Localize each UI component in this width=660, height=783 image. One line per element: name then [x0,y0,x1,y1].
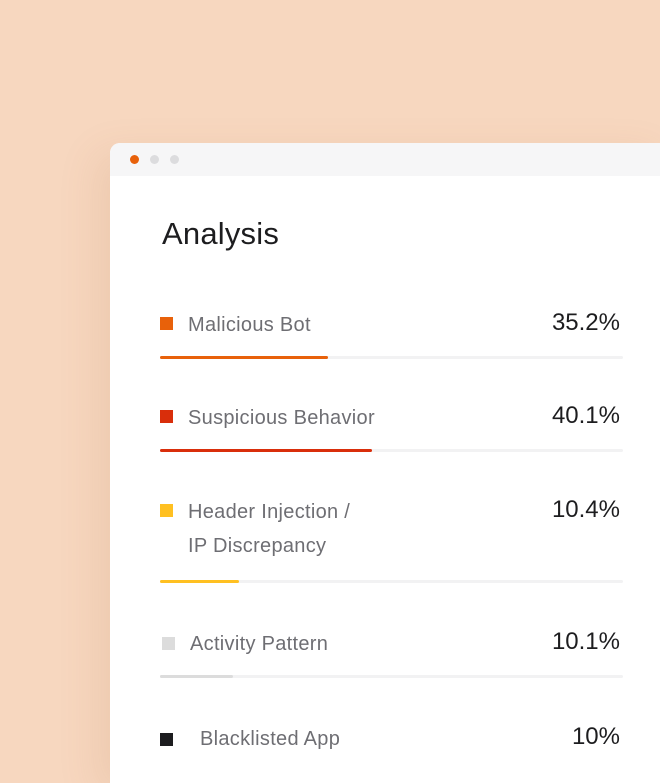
row-label: Activity Pattern [190,633,329,655]
window-dot-maximize[interactable] [170,155,179,164]
window-titlebar [110,143,660,176]
legend-swatch [160,317,173,330]
progress-fill [160,356,329,359]
progress-track [160,449,623,452]
progress-track [160,580,623,583]
row-percent: 40.1% [551,402,620,429]
row-percent: 10.4% [551,496,620,523]
progress-track [160,356,623,359]
row-percent: 10% [571,723,620,750]
row-label: Suspicious Behavior [188,407,375,429]
row-label: Header Injection / IP Discrepancy [188,501,351,557]
legend-swatch [162,637,175,650]
legend-swatch [160,733,173,746]
window-dot-minimize[interactable] [150,155,159,164]
analysis-title: Analysis [162,216,280,251]
legend-swatch [160,504,173,517]
row-percent: 10.1% [551,628,620,655]
row-label: Blacklisted App [200,728,341,750]
window-dot-close[interactable] [130,155,139,164]
row-percent: 35.2% [551,309,620,336]
progress-fill [160,675,233,678]
progress-fill [160,449,373,452]
progress-track [160,675,623,678]
legend-swatch [160,410,173,423]
analysis-window: Analysis Malicious Bot 35.2% Suspicious … [110,143,660,783]
progress-fill [160,580,240,583]
row-label: Malicious Bot [188,314,311,336]
